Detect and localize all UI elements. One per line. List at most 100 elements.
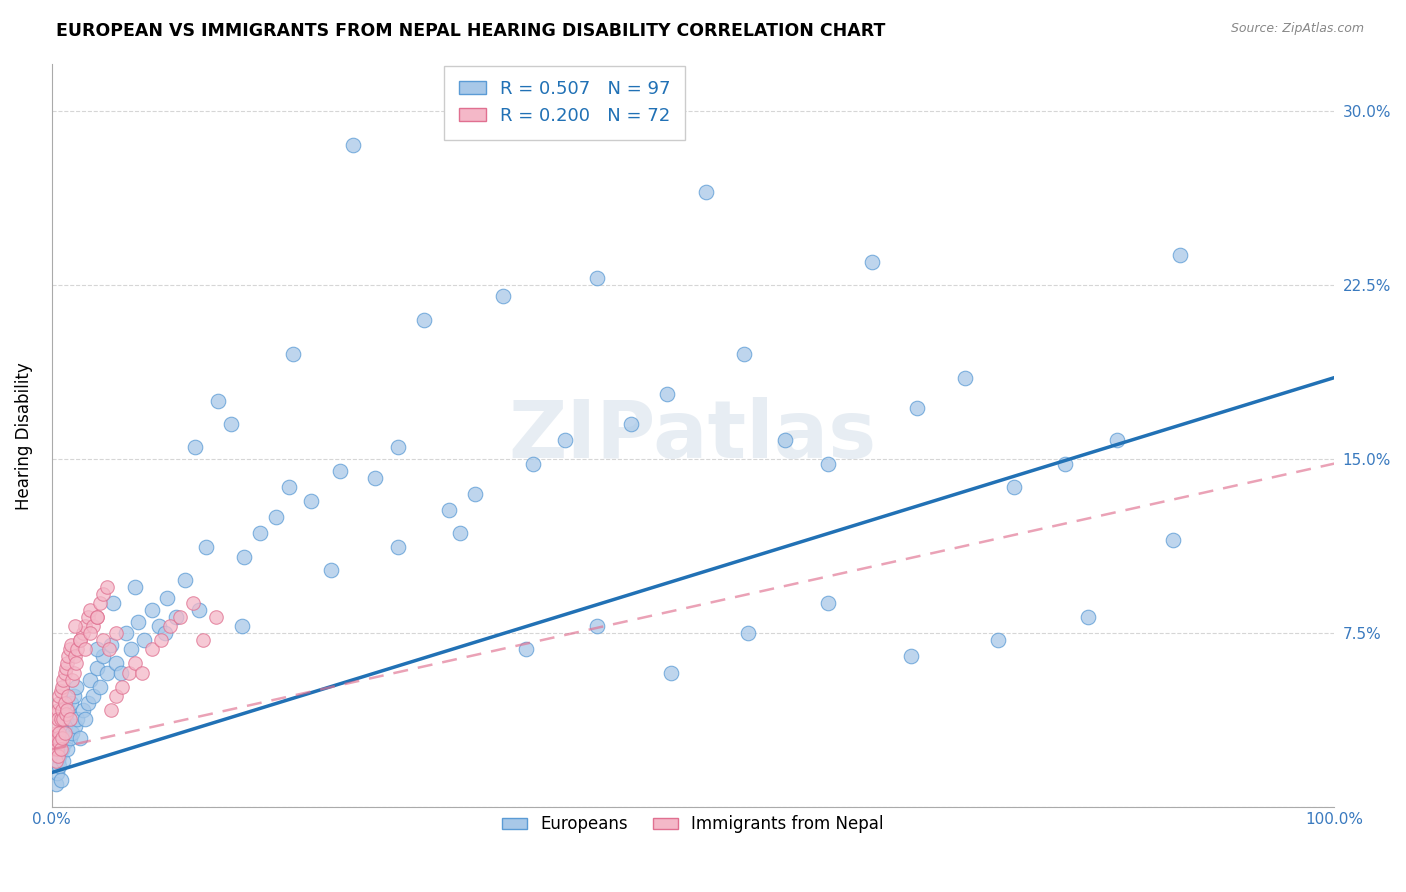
Point [165, 610, 187, 624]
Point [44, 742, 66, 756]
Point [98, 642, 121, 657]
Point [194, 541, 217, 555]
Point [585, 270, 607, 285]
Point [522, 457, 544, 471]
Point [58, 703, 80, 717]
Point [48, 689, 70, 703]
Point [132, 633, 155, 648]
Point [249, 526, 271, 541]
Point [45, 735, 67, 749]
Point [110, 665, 132, 680]
Point [75, 642, 97, 657]
Point [221, 417, 243, 431]
Point [184, 441, 207, 455]
Point [76, 696, 98, 710]
Point [104, 626, 127, 640]
Point [45, 707, 67, 722]
Point [55, 707, 77, 722]
Point [585, 619, 607, 633]
Point [49, 742, 72, 756]
Point [515, 642, 537, 657]
Point [124, 657, 146, 671]
Point [737, 626, 759, 640]
Point [862, 254, 884, 268]
Point [53, 696, 76, 710]
Point [62, 665, 84, 680]
Point [62, 689, 84, 703]
Point [124, 580, 146, 594]
Point [775, 434, 797, 448]
Point [48, 735, 70, 749]
Point [48, 696, 70, 710]
Point [72, 703, 94, 717]
Point [45, 742, 67, 756]
Point [46, 712, 69, 726]
Point [46, 754, 69, 768]
Point [69, 633, 91, 648]
Point [56, 742, 79, 756]
Point [53, 719, 76, 733]
Point [733, 347, 755, 361]
Point [281, 347, 304, 361]
Point [387, 441, 409, 455]
Point [231, 619, 253, 633]
Point [86, 661, 108, 675]
Point [89, 680, 111, 694]
Point [205, 610, 228, 624]
Point [89, 596, 111, 610]
Point [159, 619, 181, 633]
Point [100, 638, 122, 652]
Point [45, 719, 67, 733]
Point [299, 493, 322, 508]
Point [75, 619, 97, 633]
Point [49, 684, 72, 698]
Point [58, 689, 80, 703]
Point [127, 615, 149, 629]
Point [695, 185, 717, 199]
Point [1053, 457, 1076, 471]
Point [657, 387, 679, 401]
Point [82, 689, 104, 703]
Text: Source: ZipAtlas.com: Source: ZipAtlas.com [1230, 22, 1364, 36]
Point [342, 138, 364, 153]
Point [1168, 247, 1191, 261]
Point [53, 665, 76, 680]
Point [63, 649, 86, 664]
Point [59, 731, 82, 745]
Point [111, 680, 134, 694]
Point [49, 735, 72, 749]
Point [48, 749, 70, 764]
Point [72, 626, 94, 640]
Point [59, 712, 82, 726]
Point [104, 657, 127, 671]
Point [953, 370, 976, 384]
Point [987, 633, 1010, 648]
Point [149, 633, 172, 648]
Point [66, 642, 89, 657]
Point [63, 719, 86, 733]
Point [264, 510, 287, 524]
Point [65, 657, 87, 671]
Point [79, 626, 101, 640]
Point [181, 596, 204, 610]
Point [174, 573, 197, 587]
Point [53, 726, 76, 740]
Point [49, 772, 72, 787]
Point [59, 642, 82, 657]
Point [45, 726, 67, 740]
Point [46, 703, 69, 717]
Point [82, 619, 104, 633]
Point [153, 626, 176, 640]
Point [321, 564, 343, 578]
Point [65, 680, 87, 694]
Point [79, 603, 101, 617]
Point [49, 712, 72, 726]
Point [96, 580, 118, 594]
Point [412, 312, 434, 326]
Point [79, 673, 101, 687]
Point [104, 689, 127, 703]
Point [59, 696, 82, 710]
Point [75, 712, 97, 726]
Point [53, 735, 76, 749]
Point [86, 610, 108, 624]
